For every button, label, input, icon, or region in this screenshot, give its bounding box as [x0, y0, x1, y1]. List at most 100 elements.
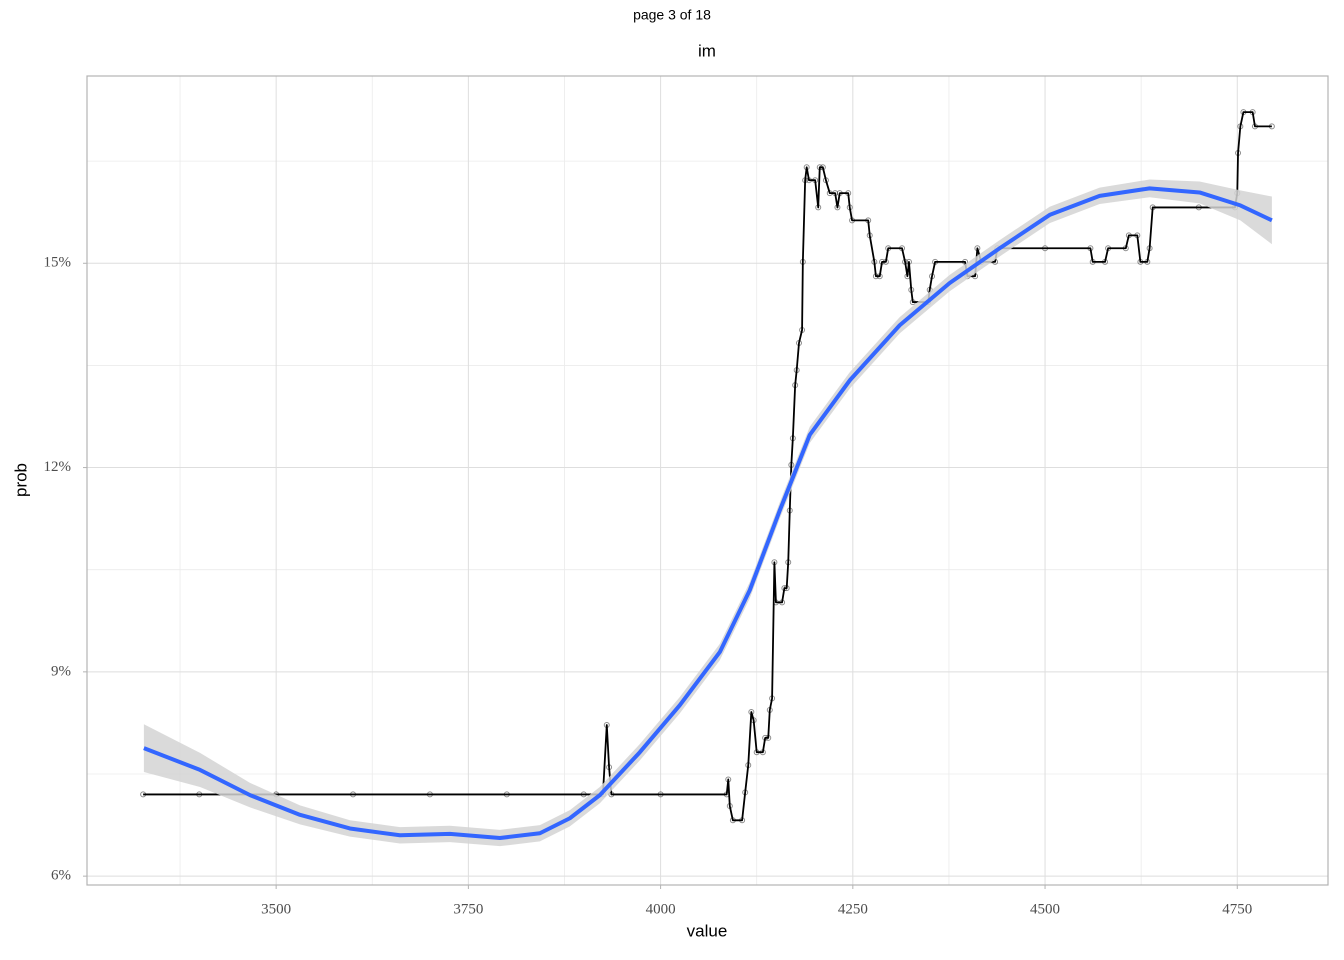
data-point	[799, 258, 806, 265]
data-point	[759, 749, 766, 756]
data-point	[779, 599, 786, 606]
data-point	[140, 791, 147, 798]
data-point	[816, 164, 823, 171]
data-point	[766, 706, 773, 713]
data-point	[1268, 123, 1275, 130]
data-point	[1137, 258, 1144, 265]
data-point	[608, 791, 615, 798]
data-point	[803, 164, 810, 171]
data-point	[1237, 123, 1244, 130]
smooth-line	[143, 186, 1273, 841]
data-point	[786, 507, 793, 514]
data-point	[974, 245, 981, 252]
data-point	[1125, 232, 1132, 239]
data-point	[826, 190, 833, 197]
data-point	[871, 258, 878, 265]
data-point	[849, 217, 856, 224]
x-tick-label: 3500	[261, 901, 291, 917]
y-axis-label: prob	[11, 463, 30, 497]
data-point	[792, 382, 799, 389]
y-tick-label: 9%	[51, 663, 71, 679]
data-point	[1146, 245, 1153, 252]
data-point	[748, 709, 755, 716]
data-point	[885, 245, 892, 252]
data-point	[772, 599, 779, 606]
data-point	[876, 273, 883, 280]
data-point	[929, 273, 936, 280]
data-point	[802, 177, 809, 184]
data-line	[143, 111, 1272, 822]
data-point	[580, 791, 587, 798]
data-point	[932, 258, 939, 265]
page-label: page 3 of 18	[633, 7, 711, 23]
data-point	[765, 734, 772, 741]
axes: 3500 3750 4000 4250 4500 4750 6% 9% 12% 15%	[44, 255, 1253, 918]
data-point	[723, 791, 730, 798]
data-point	[1144, 258, 1151, 265]
data-point	[725, 776, 732, 783]
data-point	[783, 585, 790, 592]
y-tick-label: 15%	[44, 255, 72, 271]
data-point	[742, 789, 749, 796]
data-point	[769, 695, 776, 702]
data-point	[426, 791, 433, 798]
x-axis-label: value	[687, 921, 728, 940]
data-point	[902, 258, 909, 265]
data-point	[836, 190, 843, 197]
data-point	[832, 190, 839, 197]
data-point	[834, 204, 841, 211]
data-point	[771, 559, 778, 566]
data-point	[1087, 245, 1094, 252]
data-point	[196, 791, 203, 798]
data-point	[1149, 204, 1156, 211]
data-point	[657, 791, 664, 798]
data-point	[1134, 232, 1141, 239]
data-point	[785, 559, 792, 566]
data-point	[606, 764, 613, 771]
data-point	[603, 721, 610, 728]
data-point	[1249, 109, 1256, 116]
data-point	[909, 299, 916, 306]
data-point	[739, 817, 746, 824]
data-point	[753, 749, 760, 756]
data-point	[762, 734, 769, 741]
x-tick-label: 3750	[453, 901, 483, 917]
data-point	[1089, 258, 1096, 265]
data-point	[1240, 109, 1247, 116]
data-point	[795, 339, 802, 346]
y-tick-label: 12%	[44, 459, 72, 475]
data-point	[866, 232, 873, 239]
plot-marks	[140, 109, 1275, 847]
data-point	[865, 217, 872, 224]
chart-title: im	[698, 41, 716, 60]
data-point	[750, 717, 757, 724]
data-point	[1251, 123, 1258, 130]
data-point	[1102, 258, 1109, 265]
data-point	[899, 245, 906, 252]
data-point	[972, 273, 979, 280]
data-point	[846, 204, 853, 211]
panel-border	[86, 75, 1329, 886]
data-point	[1195, 204, 1202, 211]
data-point	[503, 791, 510, 798]
data-point	[882, 258, 889, 265]
x-tick-label: 4250	[838, 901, 868, 917]
data-point	[729, 817, 736, 824]
x-tick-label: 4500	[1030, 901, 1060, 917]
data-point	[1122, 245, 1129, 252]
x-tick-label: 4750	[1222, 901, 1252, 917]
data-point	[793, 367, 800, 374]
data-point	[905, 258, 912, 265]
data-point	[812, 177, 819, 184]
data-point	[805, 177, 812, 184]
data-point	[789, 435, 796, 442]
data-point	[350, 791, 357, 798]
data-point	[908, 286, 915, 293]
data-point	[904, 273, 911, 280]
data-point	[815, 204, 822, 211]
data-point	[872, 273, 879, 280]
data-point	[788, 461, 795, 468]
